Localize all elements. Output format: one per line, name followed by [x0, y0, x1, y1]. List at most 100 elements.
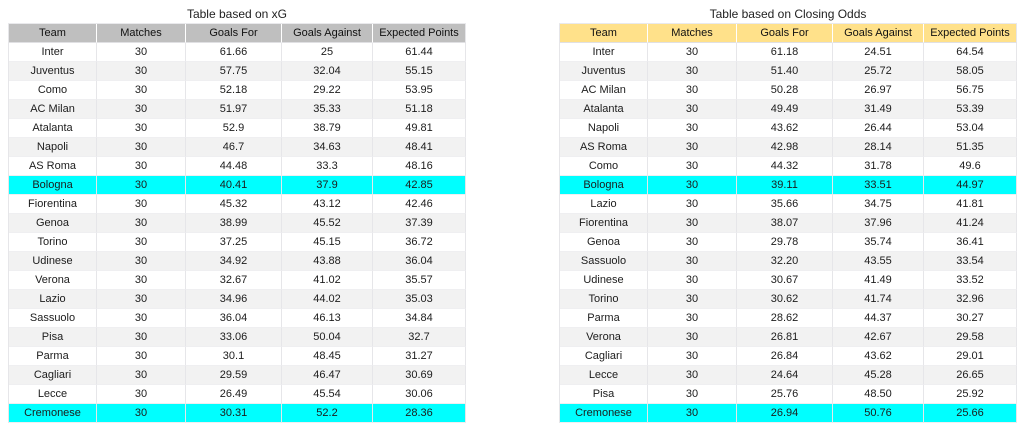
value-cell: 30	[97, 347, 186, 366]
value-cell: 48.41	[373, 138, 466, 157]
value-cell: 53.39	[924, 100, 1017, 119]
team-cell: Como	[9, 81, 97, 100]
team-cell: Juventus	[560, 62, 648, 81]
team-cell: Lazio	[9, 290, 97, 309]
value-cell: 38.07	[737, 214, 833, 233]
value-cell: 30	[648, 138, 737, 157]
table-row-atalanta: Atalanta 30 52.9 38.79 49.81	[8, 119, 466, 138]
column-header-team: Team	[560, 24, 648, 43]
value-cell: 32.96	[924, 290, 1017, 309]
table-row-parma: Parma 30 28.62 44.37 30.27	[559, 309, 1017, 328]
value-cell: 43.62	[833, 347, 924, 366]
value-cell: 53.04	[924, 119, 1017, 138]
team-cell: AS Roma	[9, 157, 97, 176]
table-row-bologna: Bologna 30 39.11 33.51 44.97	[559, 176, 1017, 195]
table-row-inter: Inter 30 61.18 24.51 64.54	[559, 43, 1017, 62]
value-cell: 34.96	[186, 290, 282, 309]
value-cell: 30.31	[186, 404, 282, 423]
value-cell: 30	[97, 290, 186, 309]
table-row-as-roma: AS Roma 30 42.98 28.14 51.35	[559, 138, 1017, 157]
team-cell: AC Milan	[560, 81, 648, 100]
value-cell: 30	[648, 366, 737, 385]
value-cell: 42.46	[373, 195, 466, 214]
value-cell: 52.9	[186, 119, 282, 138]
table-row-genoa: Genoa 30 29.78 35.74 36.41	[559, 233, 1017, 252]
value-cell: 30	[648, 271, 737, 290]
closing-odds-table-header-row: Team Matches Goals For Goals Against Expecte…	[559, 24, 1017, 43]
value-cell: 46.13	[282, 309, 373, 328]
value-cell: 45.54	[282, 385, 373, 404]
team-cell: AS Roma	[560, 138, 648, 157]
value-cell: 45.15	[282, 233, 373, 252]
value-cell: 37.9	[282, 176, 373, 195]
value-cell: 30	[648, 43, 737, 62]
value-cell: 30	[648, 214, 737, 233]
value-cell: 40.41	[186, 176, 282, 195]
team-cell: Cremonese	[560, 404, 648, 423]
value-cell: 29.59	[186, 366, 282, 385]
value-cell: 41.49	[833, 271, 924, 290]
team-cell: Lecce	[9, 385, 97, 404]
table-row-lecce: Lecce 30 26.49 45.54 30.06	[8, 385, 466, 404]
column-header-team: Team	[9, 24, 97, 43]
value-cell: 36.41	[924, 233, 1017, 252]
value-cell: 45.28	[833, 366, 924, 385]
team-cell: Sassuolo	[560, 252, 648, 271]
team-cell: Como	[560, 157, 648, 176]
table-row-inter: Inter 30 61.66 25 61.44	[8, 43, 466, 62]
xg-table-title: Table based on xG	[8, 5, 466, 24]
value-cell: 33.54	[924, 252, 1017, 271]
column-header-goals-for: Goals For	[737, 24, 833, 43]
team-cell: Cremonese	[9, 404, 97, 423]
value-cell: 37.25	[186, 233, 282, 252]
value-cell: 49.6	[924, 157, 1017, 176]
value-cell: 49.49	[737, 100, 833, 119]
team-cell: Bologna	[560, 176, 648, 195]
value-cell: 30.1	[186, 347, 282, 366]
table-row-napoli: Napoli 30 43.62 26.44 53.04	[559, 119, 1017, 138]
value-cell: 31.49	[833, 100, 924, 119]
table-row-verona: Verona 30 26.81 42.67 29.58	[559, 328, 1017, 347]
table-row-torino: Torino 30 30.62 41.74 32.96	[559, 290, 1017, 309]
value-cell: 30	[97, 214, 186, 233]
value-cell: 41.24	[924, 214, 1017, 233]
value-cell: 42.85	[373, 176, 466, 195]
value-cell: 30	[648, 62, 737, 81]
value-cell: 26.65	[924, 366, 1017, 385]
value-cell: 35.57	[373, 271, 466, 290]
value-cell: 57.75	[186, 62, 282, 81]
value-cell: 30	[97, 81, 186, 100]
column-header-expected-points: Expected Points	[924, 24, 1017, 43]
value-cell: 30	[97, 100, 186, 119]
value-cell: 30	[648, 81, 737, 100]
value-cell: 56.75	[924, 81, 1017, 100]
value-cell: 55.15	[373, 62, 466, 81]
value-cell: 44.97	[924, 176, 1017, 195]
value-cell: 33.3	[282, 157, 373, 176]
value-cell: 30	[97, 62, 186, 81]
value-cell: 51.18	[373, 100, 466, 119]
team-cell: Fiorentina	[9, 195, 97, 214]
value-cell: 30	[648, 328, 737, 347]
table-row-torino: Torino 30 37.25 45.15 36.72	[8, 233, 466, 252]
team-cell: Pisa	[9, 328, 97, 347]
closing-odds-table-title: Table based on Closing Odds	[559, 5, 1017, 24]
value-cell: 58.05	[924, 62, 1017, 81]
value-cell: 34.75	[833, 195, 924, 214]
xg-table-header-row: Team Matches Goals For Goals Against Expecte…	[8, 24, 466, 43]
value-cell: 49.81	[373, 119, 466, 138]
team-cell: Lazio	[560, 195, 648, 214]
value-cell: 29.58	[924, 328, 1017, 347]
value-cell: 26.81	[737, 328, 833, 347]
value-cell: 30	[97, 138, 186, 157]
value-cell: 44.32	[737, 157, 833, 176]
closing-odds-table: Table based on Closing Odds Team Matches G…	[559, 5, 1017, 423]
value-cell: 32.7	[373, 328, 466, 347]
value-cell: 30	[97, 157, 186, 176]
value-cell: 61.18	[737, 43, 833, 62]
value-cell: 25.92	[924, 385, 1017, 404]
table-row-juventus: Juventus 30 51.40 25.72 58.05	[559, 62, 1017, 81]
value-cell: 30	[648, 404, 737, 423]
value-cell: 38.79	[282, 119, 373, 138]
value-cell: 29.22	[282, 81, 373, 100]
